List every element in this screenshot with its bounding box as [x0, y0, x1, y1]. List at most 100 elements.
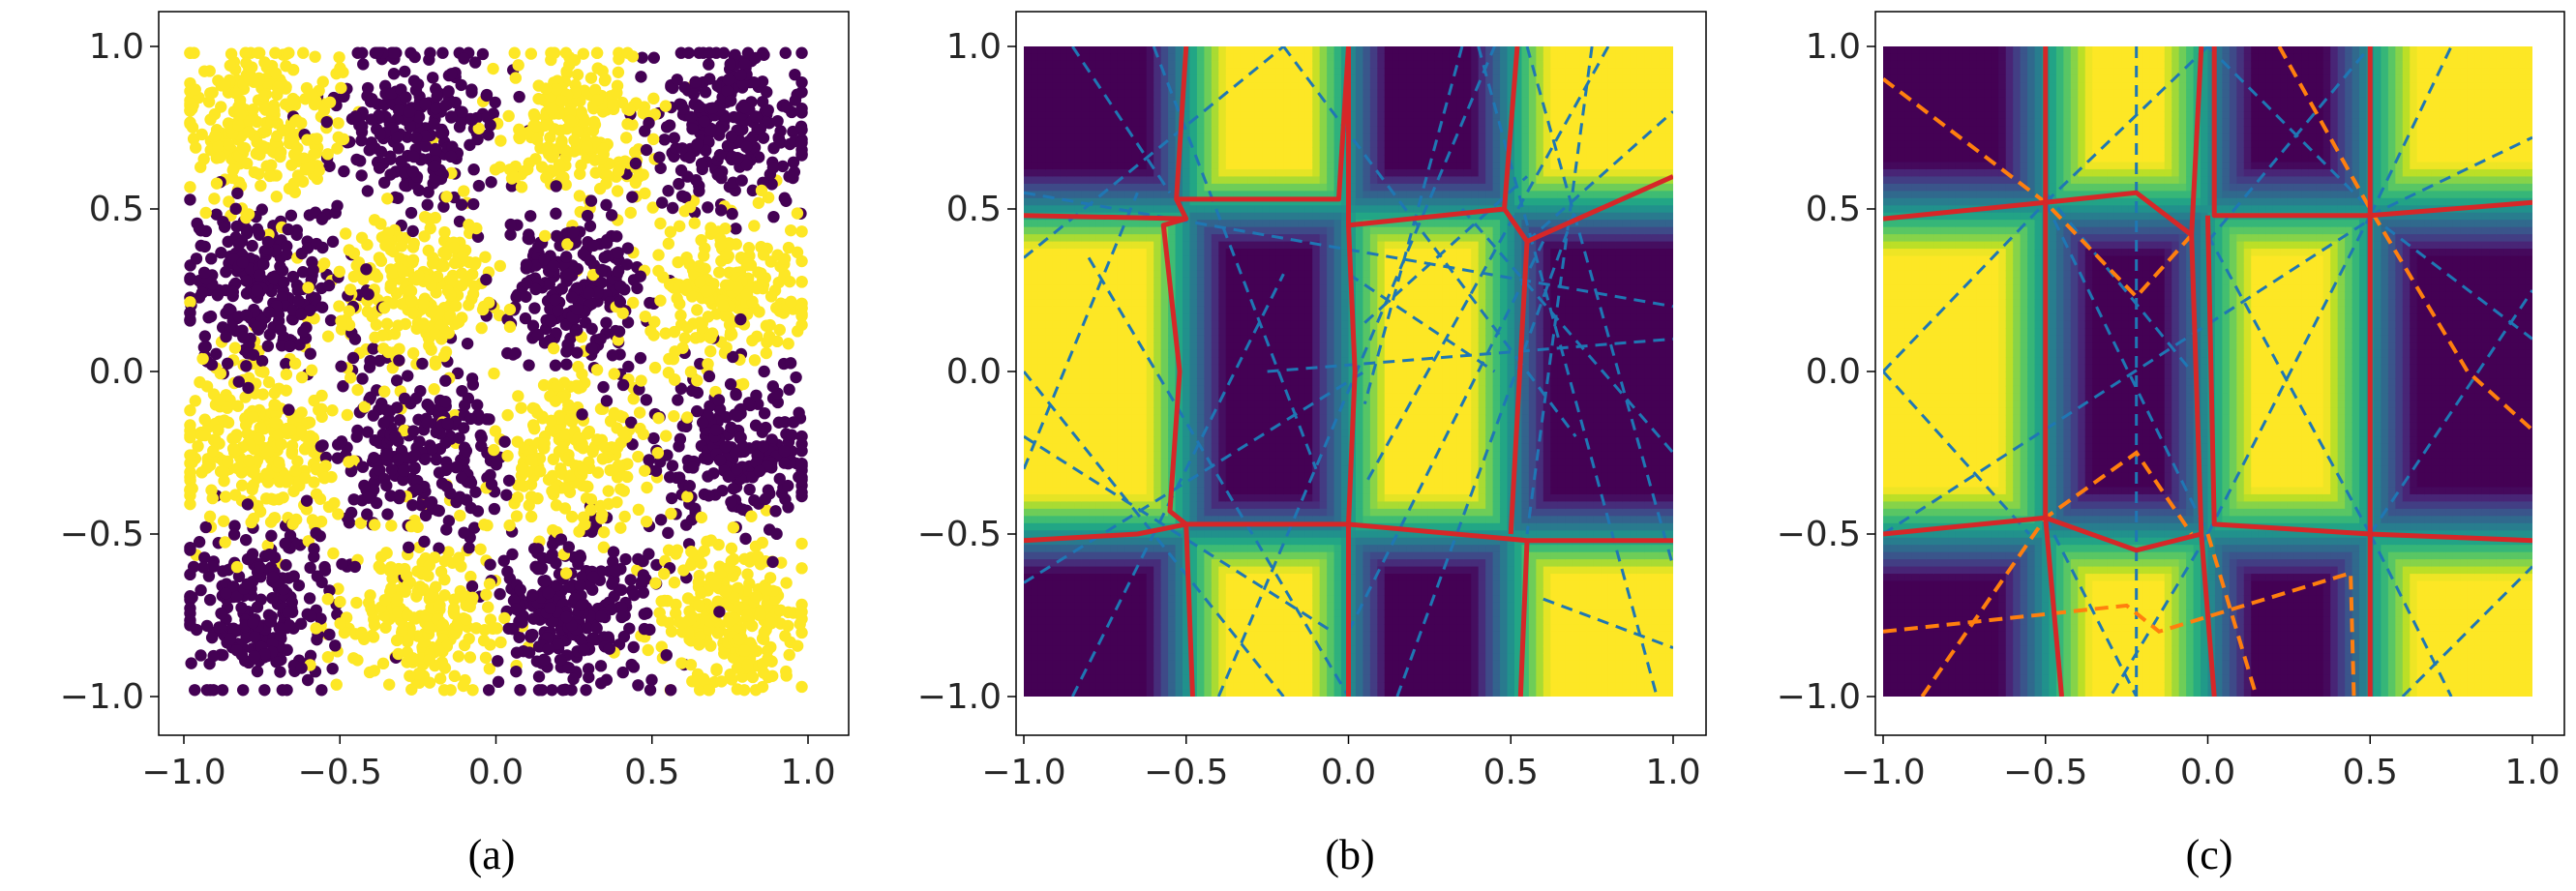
scatter-point: [765, 669, 779, 682]
scatter-point: [198, 413, 211, 426]
scatter-point: [590, 622, 603, 635]
scatter-point: [758, 365, 770, 378]
scatter-point: [315, 515, 328, 528]
scatter-point: [407, 150, 420, 163]
scatter-point: [467, 197, 480, 211]
scatter-point: [429, 327, 441, 341]
heatmap-cell: [1045, 46, 1054, 55]
heatmap-cell: [1037, 89, 1046, 98]
scatter-point: [315, 402, 328, 415]
heatmap-cell: [1066, 422, 1075, 431]
heatmap-cell: [1060, 566, 1068, 575]
heatmap-cell: [1045, 306, 1054, 314]
heatmap-cell: [1031, 653, 1039, 662]
heatmap-cell: [1037, 385, 1046, 394]
scatter-point: [231, 187, 244, 199]
heatmap-cell: [1031, 631, 1039, 639]
scatter-point: [584, 492, 598, 506]
scatter-point: [440, 523, 453, 536]
scatter-point: [660, 648, 673, 662]
scatter-point: [429, 145, 442, 158]
heatmap-cell: [1089, 501, 1097, 510]
scatter-point: [483, 578, 496, 590]
heatmap-cell: [1081, 501, 1090, 510]
heatmap-cell: [1060, 508, 1068, 517]
scatter-point: [530, 134, 544, 146]
heatmap-cell: [1081, 118, 1090, 127]
scatter-point: [362, 288, 374, 301]
scatter-point: [411, 520, 424, 533]
scatter-point: [232, 570, 246, 583]
scatter-point: [476, 303, 490, 316]
heatmap-cell: [1045, 89, 1054, 98]
heatmap-cell: [1089, 602, 1097, 610]
heatmap-cell: [1060, 183, 1068, 192]
scatter-point: [266, 637, 279, 650]
scatter-point: [456, 279, 468, 292]
scatter-point: [540, 171, 553, 184]
heatmap-cell: [1089, 291, 1097, 300]
scatter-point: [497, 554, 510, 567]
heatmap-cell: [1095, 480, 1104, 489]
heatmap-cell: [1081, 270, 1090, 279]
scatter-point: [243, 126, 255, 138]
scatter-point: [474, 543, 487, 555]
scatter-point: [236, 256, 250, 269]
heatmap-cell: [1031, 516, 1039, 524]
scatter-point: [425, 306, 437, 318]
scatter-point: [578, 643, 590, 657]
scatter-point: [715, 675, 728, 688]
scatter-point: [489, 96, 501, 109]
heatmap-cell: [1066, 436, 1075, 445]
heatmap-cell: [1095, 516, 1104, 524]
heatmap-cell: [1066, 668, 1075, 676]
heatmap-cell: [1074, 422, 1083, 431]
scatter-point: [757, 440, 769, 453]
heatmap-cell: [1052, 147, 1061, 156]
scatter-point: [577, 47, 590, 60]
heatmap-cell: [1024, 653, 1033, 662]
heatmap-cell: [1089, 328, 1097, 337]
scatter-point: [654, 162, 667, 174]
heatmap-cell: [1031, 118, 1039, 127]
heatmap-cell: [1066, 551, 1075, 560]
scatter-point: [344, 283, 357, 296]
heatmap-cell: [1052, 155, 1061, 163]
heatmap-cell: [1052, 458, 1061, 466]
y-tick-label: 0.0: [89, 352, 144, 392]
scatter-point: [528, 302, 541, 314]
scatter-point: [502, 109, 515, 123]
scatter-point: [582, 663, 595, 675]
scatter-point: [583, 425, 596, 438]
heatmap-cell: [1074, 226, 1083, 235]
scatter-point: [419, 509, 433, 522]
heatmap-cell: [1031, 147, 1039, 156]
heatmap-cell: [1031, 197, 1039, 206]
heatmap-cell: [1060, 220, 1068, 228]
scatter-point: [740, 140, 753, 154]
heatmap-cell: [1060, 328, 1068, 337]
scatter-point: [559, 251, 573, 263]
scatter-point: [587, 115, 601, 129]
scatter-point: [494, 636, 507, 649]
heatmap-cell: [1024, 508, 1033, 517]
heatmap-cell: [1060, 609, 1068, 618]
heatmap-cell: [1052, 183, 1061, 192]
scatter-point: [429, 160, 441, 172]
heatmap-cell: [1045, 118, 1054, 127]
scatter-point: [483, 413, 495, 426]
scatter-point: [789, 94, 802, 106]
scatter-point: [562, 399, 575, 411]
heatmap-cell: [1052, 306, 1061, 314]
heatmap-cell: [1024, 357, 1033, 366]
scatter-point: [348, 333, 362, 345]
scatter-point: [731, 410, 744, 423]
heatmap-cell: [1095, 284, 1104, 293]
heatmap-cell: [1060, 682, 1068, 691]
scatter-point: [222, 357, 234, 370]
scatter-point: [371, 46, 384, 59]
heatmap-cell: [1066, 645, 1075, 654]
heatmap-cell: [1045, 493, 1054, 502]
heatmap-cell: [1060, 501, 1068, 510]
scatter-point: [649, 464, 663, 477]
